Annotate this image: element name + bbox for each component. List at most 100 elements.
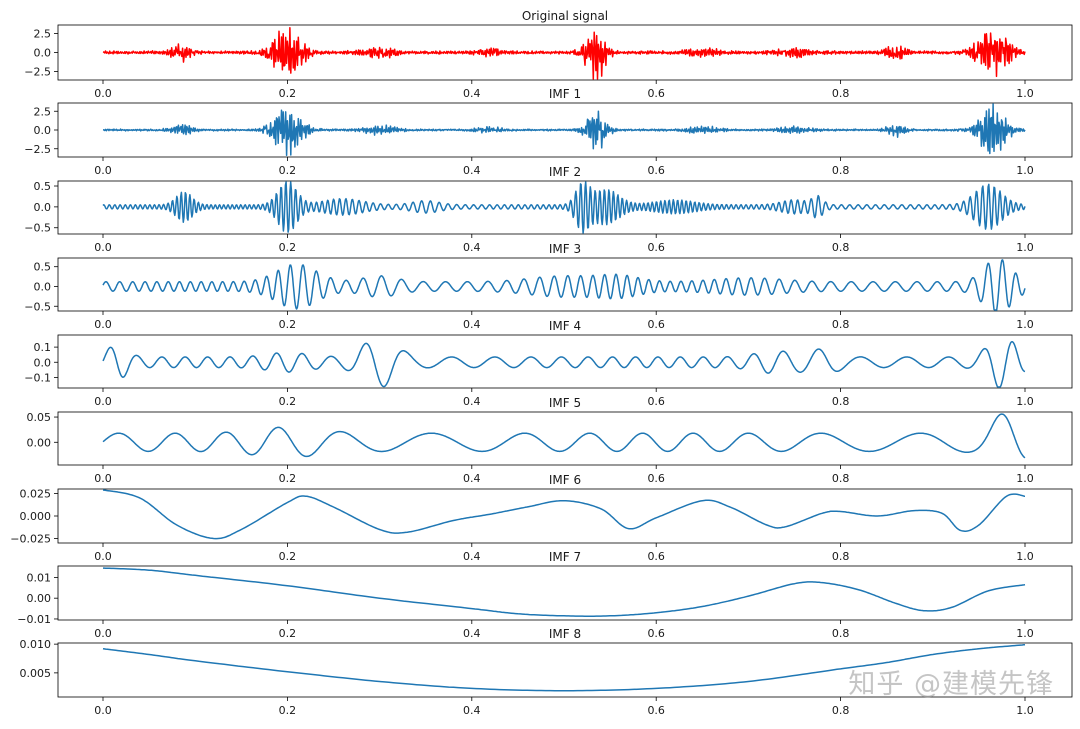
x-tick-label: 0.6 (647, 395, 665, 408)
y-tick-label: 0.00 (27, 436, 52, 449)
y-tick-label: −0.1 (24, 371, 51, 384)
axes-frame (57, 642, 1073, 698)
x-tick-label: 0.2 (279, 395, 297, 408)
y-tick-label: 0.010 (20, 638, 52, 651)
x-tick-label: 0.2 (279, 318, 297, 331)
y-tick-label: 2.5 (34, 105, 52, 118)
panel-title: IMF 5 (549, 396, 581, 410)
x-tick-label: 0.4 (463, 472, 481, 485)
axes-frame (57, 565, 1073, 621)
x-tick-label: 1.0 (1016, 550, 1034, 563)
x-tick-label: 1.0 (1016, 318, 1034, 331)
series-line (102, 489, 1026, 540)
y-tick-label: −0.025 (10, 533, 51, 546)
x-tick-label: 0.6 (647, 164, 665, 177)
x-tick-label: 0.8 (832, 472, 850, 485)
x-tick-label: 0.0 (94, 87, 112, 100)
x-tick-label: 0.6 (647, 550, 665, 563)
panel-title: IMF 7 (549, 550, 581, 564)
x-tick-label: 0.8 (832, 550, 850, 563)
y-tick-label: −2.5 (24, 143, 51, 156)
x-tick-label: 0.2 (279, 627, 297, 640)
y-tick-label: 0.01 (27, 571, 52, 584)
x-tick-label: 0.8 (832, 627, 850, 640)
x-tick-label: 1.0 (1016, 87, 1034, 100)
y-tick-label: 0.5 (34, 261, 52, 274)
x-tick-label: 0.6 (647, 87, 665, 100)
x-tick-label: 0.8 (832, 241, 850, 254)
x-tick-label: 0.6 (647, 704, 665, 717)
x-tick-label: 0.8 (832, 395, 850, 408)
panel-title: IMF 2 (549, 165, 581, 179)
series-line (102, 413, 1026, 459)
x-tick-label: 0.0 (94, 704, 112, 717)
x-tick-label: 0.2 (279, 164, 297, 177)
x-tick-label: 0.4 (463, 318, 481, 331)
x-tick-label: 1.0 (1016, 241, 1034, 254)
y-tick-label: 0.005 (20, 667, 52, 680)
x-tick-label: 0.4 (463, 627, 481, 640)
series-line (102, 103, 1026, 157)
x-tick-label: 1.0 (1016, 164, 1034, 177)
y-tick-label: 0.0 (34, 356, 52, 369)
x-tick-label: 0.0 (94, 472, 112, 485)
x-tick-label: 0.2 (279, 472, 297, 485)
x-tick-label: 0.4 (463, 550, 481, 563)
x-tick-label: 0.4 (463, 87, 481, 100)
y-tick-label: 2.5 (34, 27, 52, 40)
x-tick-label: 0.4 (463, 164, 481, 177)
axes-frame (57, 180, 1073, 235)
x-tick-label: 0.8 (832, 318, 850, 331)
x-tick-label: 0.0 (94, 164, 112, 177)
series-line (102, 26, 1026, 80)
x-tick-label: 0.0 (94, 550, 112, 563)
axes-frame (57, 334, 1073, 389)
y-tick-label: −2.5 (24, 66, 51, 79)
x-tick-label: 1.0 (1016, 395, 1034, 408)
panel-title: IMF 4 (549, 319, 581, 333)
y-tick-label: 0.0 (34, 124, 52, 137)
axes-frame (57, 488, 1073, 544)
x-tick-label: 0.0 (94, 395, 112, 408)
x-tick-label: 0.4 (463, 395, 481, 408)
x-tick-label: 0.2 (279, 87, 297, 100)
axes-frame (57, 257, 1073, 312)
y-tick-label: 0.0 (34, 280, 52, 293)
x-tick-label: 0.6 (647, 241, 665, 254)
panel-title: Original signal (522, 9, 608, 23)
x-tick-label: 0.0 (94, 241, 112, 254)
y-tick-label: 0.1 (34, 341, 52, 354)
panel-title: IMF 1 (549, 87, 581, 101)
x-tick-label: 0.6 (647, 627, 665, 640)
panel-title: IMF 8 (549, 627, 581, 641)
x-tick-label: 1.0 (1016, 472, 1034, 485)
x-tick-label: 0.6 (647, 472, 665, 485)
x-tick-label: 0.6 (647, 318, 665, 331)
x-tick-label: 0.4 (463, 704, 481, 717)
y-tick-label: 0.05 (27, 411, 52, 424)
series-line (103, 567, 1026, 617)
x-tick-label: 0.8 (832, 704, 850, 717)
series-line (102, 340, 1026, 388)
y-tick-label: −0.01 (17, 613, 51, 626)
x-tick-label: 1.0 (1016, 627, 1034, 640)
x-tick-label: 0.0 (94, 627, 112, 640)
x-tick-label: 0.0 (94, 318, 112, 331)
y-tick-label: 0.025 (20, 488, 52, 501)
y-tick-label: −0.5 (24, 222, 51, 235)
axes-frame (57, 411, 1073, 466)
x-tick-label: 0.4 (463, 241, 481, 254)
y-tick-label: 0.00 (27, 592, 52, 605)
watermark: 知乎 @建模先锋 (848, 669, 1054, 700)
x-tick-label: 1.0 (1016, 704, 1034, 717)
series-line (102, 259, 1026, 311)
x-tick-label: 0.8 (832, 164, 850, 177)
panel-title: IMF 6 (549, 473, 581, 487)
y-tick-label: −0.5 (24, 300, 51, 313)
x-tick-label: 0.2 (279, 704, 297, 717)
y-tick-label: 0.0 (34, 201, 52, 214)
x-tick-label: 0.2 (279, 241, 297, 254)
series-line (102, 181, 1026, 234)
y-tick-label: 0.000 (20, 510, 52, 523)
